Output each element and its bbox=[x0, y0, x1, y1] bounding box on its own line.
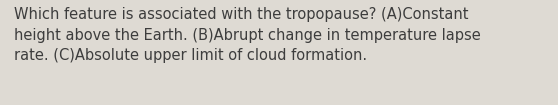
Text: Which feature is associated with the tropopause? (A)Constant
height above the Ea: Which feature is associated with the tro… bbox=[14, 7, 480, 63]
